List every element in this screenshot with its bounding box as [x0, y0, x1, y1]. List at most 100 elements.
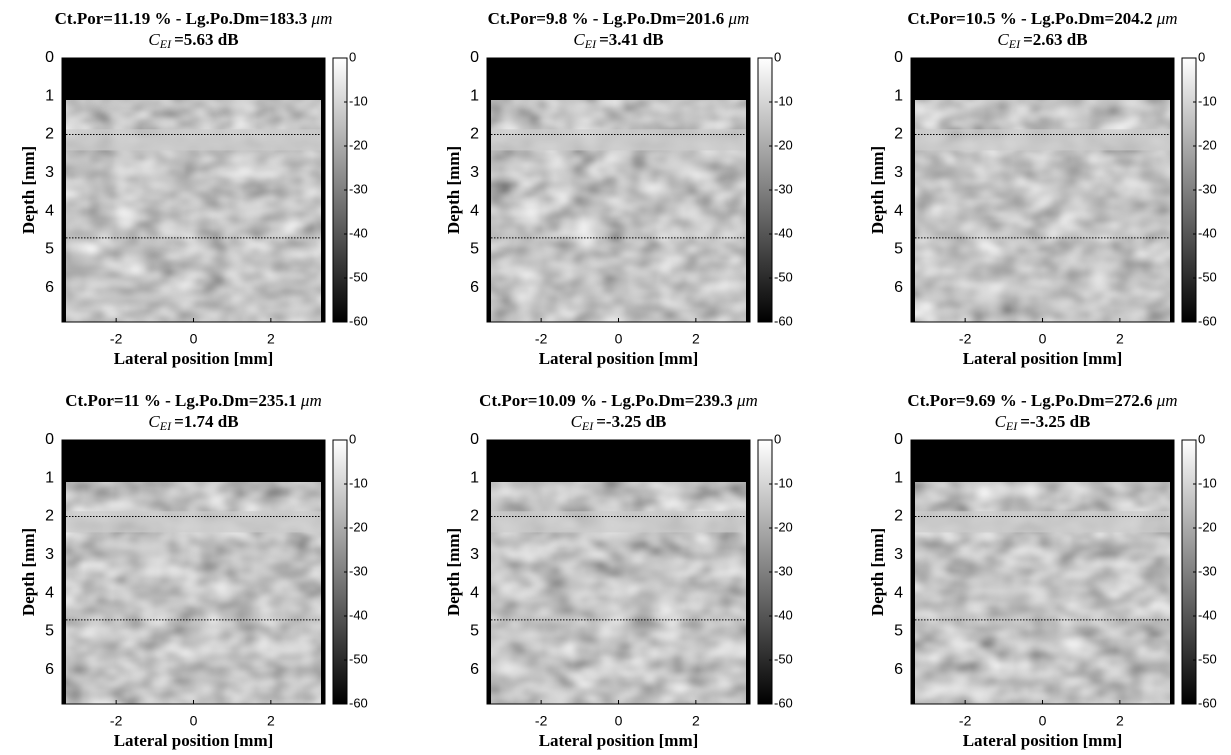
colorbar-tick-label: -40	[774, 607, 793, 622]
colorbar-tick-label: -20	[349, 519, 368, 534]
y-axis-label: Depth [mm]	[19, 528, 38, 616]
panel: Ct.Por=10.09 % - Lg.Po.Dm=239.3 μm CEI =-3…	[444, 391, 793, 750]
y-tick-label: 0	[894, 49, 903, 66]
panel-title: Ct.Por=9.8 % - Lg.Po.Dm=201.6 μm	[488, 9, 750, 28]
bright-layer	[915, 129, 1170, 151]
colorbar-tick-label: -50	[1198, 269, 1217, 284]
x-tick-label: 2	[1116, 713, 1124, 729]
colorbar-tick-label: -20	[1198, 137, 1217, 152]
panel: Ct.Por=11 % - Lg.Po.Dm=235.1 μm CEI =1.74 …	[19, 391, 368, 750]
title-text: Ct.Por=9.8 % - Lg.Po.Dm=201.6	[488, 9, 725, 28]
colorbar-tick-label: -60	[349, 313, 368, 328]
y-tick-label: 4	[894, 584, 903, 601]
colorbar-tick-label: -60	[349, 695, 368, 710]
panel: Ct.Por=10.5 % - Lg.Po.Dm=204.2 μm CEI =2.6…	[868, 9, 1217, 368]
y-tick-label: 6	[45, 279, 54, 296]
title-text: Ct.Por=10.09 % - Lg.Po.Dm=239.3	[479, 391, 733, 410]
y-axis-label: Depth [mm]	[868, 528, 887, 616]
colorbar-tick-label: 0	[1198, 431, 1205, 446]
y-tick-label: 3	[894, 546, 903, 563]
panel-title: Ct.Por=11 % - Lg.Po.Dm=235.1 μm	[65, 391, 321, 410]
colorbar-tick-label: 0	[349, 49, 356, 64]
y-axis-label: Depth [mm]	[444, 528, 463, 616]
x-tick-label: -2	[959, 331, 972, 347]
x-tick-label: 2	[692, 331, 700, 347]
y-tick-label: 2	[45, 508, 54, 525]
y-tick-label: 6	[470, 279, 479, 296]
title-text: Ct.Por=11 % - Lg.Po.Dm=235.1	[65, 391, 296, 410]
title-unit: μm	[728, 9, 750, 28]
colorbar-tick-label: -50	[774, 651, 793, 666]
panel-subtitle: CEI =-3.25 dB	[571, 412, 667, 433]
y-tick-label: 4	[470, 584, 479, 601]
subtitle-text: =1.74 dB	[174, 412, 238, 431]
title-unit: μm	[1156, 391, 1178, 410]
y-axis-label: Depth [mm]	[19, 146, 38, 234]
y-tick-label: 2	[470, 508, 479, 525]
subtitle-symbol: C	[995, 412, 1007, 431]
y-tick-label: 0	[470, 431, 479, 448]
subtitle-symbol: C	[148, 412, 160, 431]
bright-layer	[66, 129, 321, 151]
colorbar-tick-label: -10	[1198, 93, 1217, 108]
colorbar-tick-label: -40	[349, 225, 368, 240]
title-text: Ct.Por=10.5 % - Lg.Po.Dm=204.2	[907, 9, 1152, 28]
bright-layer	[915, 511, 1170, 533]
x-tick-label: 0	[615, 713, 623, 729]
subtitle-text: =3.41 dB	[599, 30, 663, 49]
x-axis-label: Lateral position [mm]	[114, 731, 274, 750]
subtitle-symbol: C	[571, 412, 583, 431]
y-tick-label: 4	[470, 202, 479, 219]
colorbar-tick-label: -10	[1198, 475, 1217, 490]
x-tick-label: 2	[1116, 331, 1124, 347]
y-tick-label: 3	[470, 164, 479, 181]
subtitle-subscript: EI	[584, 37, 597, 51]
title-unit: μm	[1156, 9, 1178, 28]
y-tick-label: 5	[45, 623, 54, 640]
x-tick-label: 0	[1039, 331, 1047, 347]
x-axis-label: Lateral position [mm]	[963, 349, 1123, 368]
y-tick-label: 1	[894, 469, 903, 486]
y-tick-label: 3	[45, 546, 54, 563]
panel-title: Ct.Por=10.5 % - Lg.Po.Dm=204.2 μm	[907, 9, 1177, 28]
y-tick-label: 5	[470, 623, 479, 640]
subtitle-subscript: EI	[1005, 419, 1018, 433]
y-tick-label: 4	[894, 202, 903, 219]
x-tick-label: 2	[267, 331, 275, 347]
y-tick-label: 2	[470, 126, 479, 143]
y-tick-label: 0	[45, 431, 54, 448]
x-axis-label: Lateral position [mm]	[963, 731, 1123, 750]
colorbar-tick-label: -20	[349, 137, 368, 152]
subtitle-text: =-3.25 dB	[596, 412, 666, 431]
colorbar-tick-label: -30	[774, 181, 793, 196]
panel-title: Ct.Por=11.19 % - Lg.Po.Dm=183.3 μm	[55, 9, 333, 28]
y-axis-label: Depth [mm]	[444, 146, 463, 234]
x-tick-label: 0	[190, 713, 198, 729]
panel-subtitle: CEI =-3.25 dB	[995, 412, 1091, 433]
subtitle-subscript: EI	[159, 37, 172, 51]
y-tick-label: 5	[894, 623, 903, 640]
x-tick-label: -2	[110, 331, 123, 347]
y-tick-label: 5	[45, 241, 54, 258]
subtitle-subscript: EI	[1008, 37, 1021, 51]
x-tick-label: -2	[535, 713, 548, 729]
bright-layer	[66, 511, 321, 533]
y-tick-label: 1	[45, 87, 54, 104]
colorbar-tick-label: -40	[774, 225, 793, 240]
y-tick-label: 1	[470, 87, 479, 104]
title-unit: μm	[300, 391, 322, 410]
colorbar-tick-label: -40	[1198, 607, 1217, 622]
colorbar-tick-label: -20	[774, 519, 793, 534]
y-tick-label: 6	[45, 661, 54, 678]
title-text: Ct.Por=9.69 % - Lg.Po.Dm=272.6	[907, 391, 1152, 410]
panel: Ct.Por=11.19 % - Lg.Po.Dm=183.3 μm CEI =5.…	[19, 9, 368, 368]
colorbar-tick-label: 0	[774, 431, 781, 446]
y-tick-label: 5	[470, 241, 479, 258]
colorbar-tick-label: -40	[349, 607, 368, 622]
subtitle-symbol: C	[997, 30, 1009, 49]
y-tick-label: 6	[894, 279, 903, 296]
panel-title: Ct.Por=10.09 % - Lg.Po.Dm=239.3 μm	[479, 391, 758, 410]
subtitle-subscript: EI	[159, 419, 172, 433]
x-tick-label: 0	[615, 331, 623, 347]
